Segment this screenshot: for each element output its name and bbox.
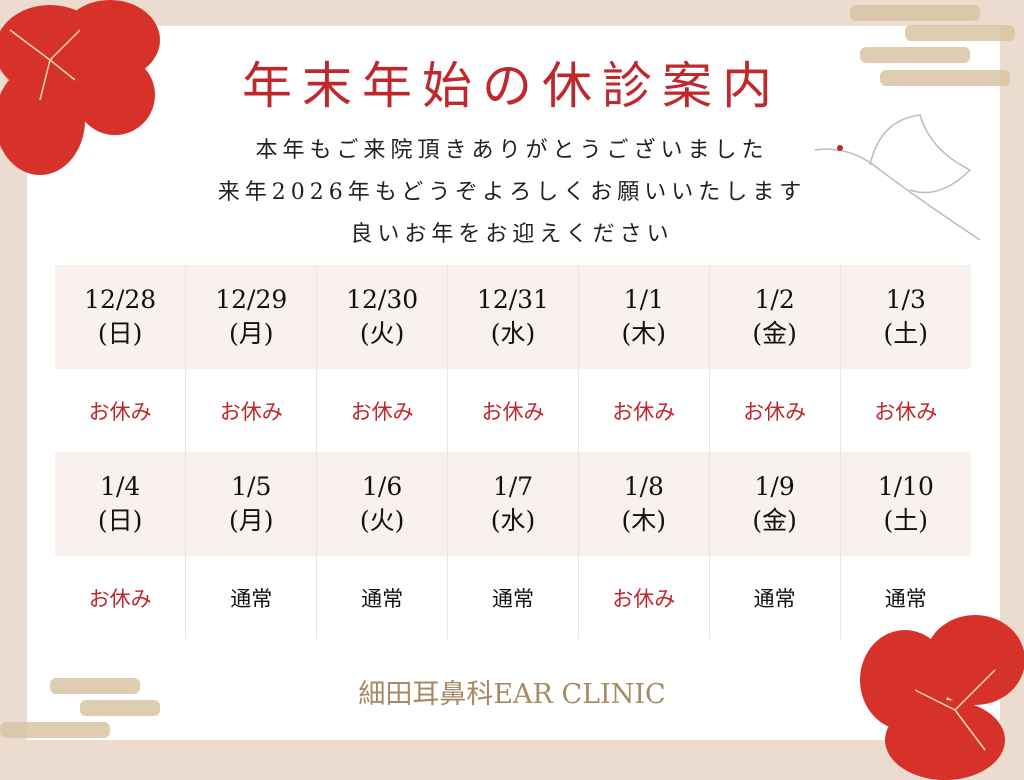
date-cell: 1/2 (金) — [708, 265, 841, 369]
status-cell: 通常 — [185, 556, 317, 639]
day-of-week: (木) — [621, 506, 667, 535]
message-line: 来年2026年もどうぞよろしくお願いいたします — [217, 180, 807, 205]
date-row: 1/4 (日) 1/5 (月) 1/6 (火) 1/7 (水) 1/8 (木) 1/9 (金) 1/10… — [55, 452, 971, 556]
date-cell: 12/30 (火) — [316, 265, 448, 369]
date-cell: 1/4 (日) — [55, 452, 186, 556]
date-cell: 12/28 (日) — [55, 265, 186, 369]
day-of-week: (月) — [229, 319, 274, 348]
date-cell: 1/3 (土) — [839, 265, 971, 369]
status-cell: お休み — [577, 556, 710, 639]
message-line: 本年もご来院頂きありがとうございました — [255, 138, 769, 163]
date: 12/31 — [476, 285, 549, 314]
status-cell: 通常 — [839, 556, 971, 639]
date: 1/4 — [100, 472, 141, 501]
status-cell: お休み — [316, 369, 448, 452]
cloud-pattern — [80, 700, 160, 716]
status-row: お休み 通常 通常 通常 お休み 通常 通常 — [55, 556, 971, 639]
day-of-week: (日) — [97, 319, 143, 348]
date: 1/10 — [877, 472, 934, 501]
day-of-week: (金) — [752, 319, 797, 348]
cloud-pattern — [905, 25, 1015, 41]
day-of-week: (火) — [359, 319, 405, 348]
date: 12/28 — [84, 285, 157, 314]
date-row: 12/28 (日) 12/29 (月) 12/30 (火) 12/31 (水) 1/1 (木) 1/… — [55, 265, 971, 369]
date: 1/9 — [754, 472, 795, 501]
holiday-schedule-table: 12/28 (日) 12/29 (月) 12/30 (火) 12/31 (水) 1/1 (木) 1/… — [55, 265, 971, 639]
day-of-week: (水) — [490, 506, 536, 535]
date: 1/7 — [492, 472, 534, 501]
day-of-week: (水) — [490, 319, 536, 348]
date: 1/5 — [231, 472, 272, 501]
status-cell: 通常 — [708, 556, 841, 639]
day-of-week: (月) — [229, 506, 274, 535]
message-line: 良いお年をお迎えください — [350, 222, 674, 247]
day-of-week: (土) — [883, 506, 929, 535]
status-cell: お休み — [447, 369, 579, 452]
date: 1/3 — [885, 285, 926, 314]
date-cell: 1/1 (木) — [577, 265, 710, 369]
status-cell: お休み — [185, 369, 317, 452]
date: 12/29 — [215, 285, 288, 314]
date: 12/30 — [346, 285, 419, 314]
status-cell: 通常 — [316, 556, 448, 639]
status-cell: 通常 — [447, 556, 579, 639]
cloud-pattern — [0, 722, 110, 738]
cloud-pattern — [50, 678, 140, 694]
date: 1/8 — [623, 472, 664, 501]
date-cell: 1/8 (木) — [577, 452, 710, 556]
red-flower-illustration — [0, 0, 160, 175]
crane-illustration — [814, 114, 981, 241]
day-of-week: (木) — [621, 319, 667, 348]
cloud-pattern — [860, 47, 970, 63]
cloud-pattern — [880, 70, 1010, 86]
day-of-week: (土) — [883, 319, 929, 348]
status-cell: お休み — [577, 369, 710, 452]
date-cell: 1/10 (土) — [839, 452, 971, 556]
status-row: お休み お休み お休み お休み お休み お休み お休み — [55, 369, 971, 452]
date-cell: 1/6 (火) — [316, 452, 448, 556]
page-title: 年末年始の休診案内 — [242, 57, 782, 115]
status-cell: お休み — [839, 369, 971, 452]
date-cell: 1/7 (水) — [447, 452, 579, 556]
date-cell: 1/5 (月) — [185, 452, 317, 556]
date: 1/2 — [754, 285, 795, 314]
date: 1/1 — [623, 285, 664, 314]
day-of-week: (日) — [97, 506, 143, 535]
status-cell: お休み — [88, 399, 152, 424]
day-of-week: (金) — [752, 506, 797, 535]
clinic-name: 細田耳鼻科EAR CLINIC — [358, 679, 666, 710]
date-cell: 12/29 (月) — [185, 265, 317, 369]
date-cell: 12/31 (水) — [447, 265, 579, 369]
status-cell: お休み — [88, 586, 152, 611]
day-of-week: (火) — [359, 506, 405, 535]
cloud-pattern — [850, 5, 980, 21]
date: 1/6 — [361, 472, 403, 501]
status-cell: お休み — [708, 369, 841, 452]
date-cell: 1/9 (金) — [708, 452, 841, 556]
